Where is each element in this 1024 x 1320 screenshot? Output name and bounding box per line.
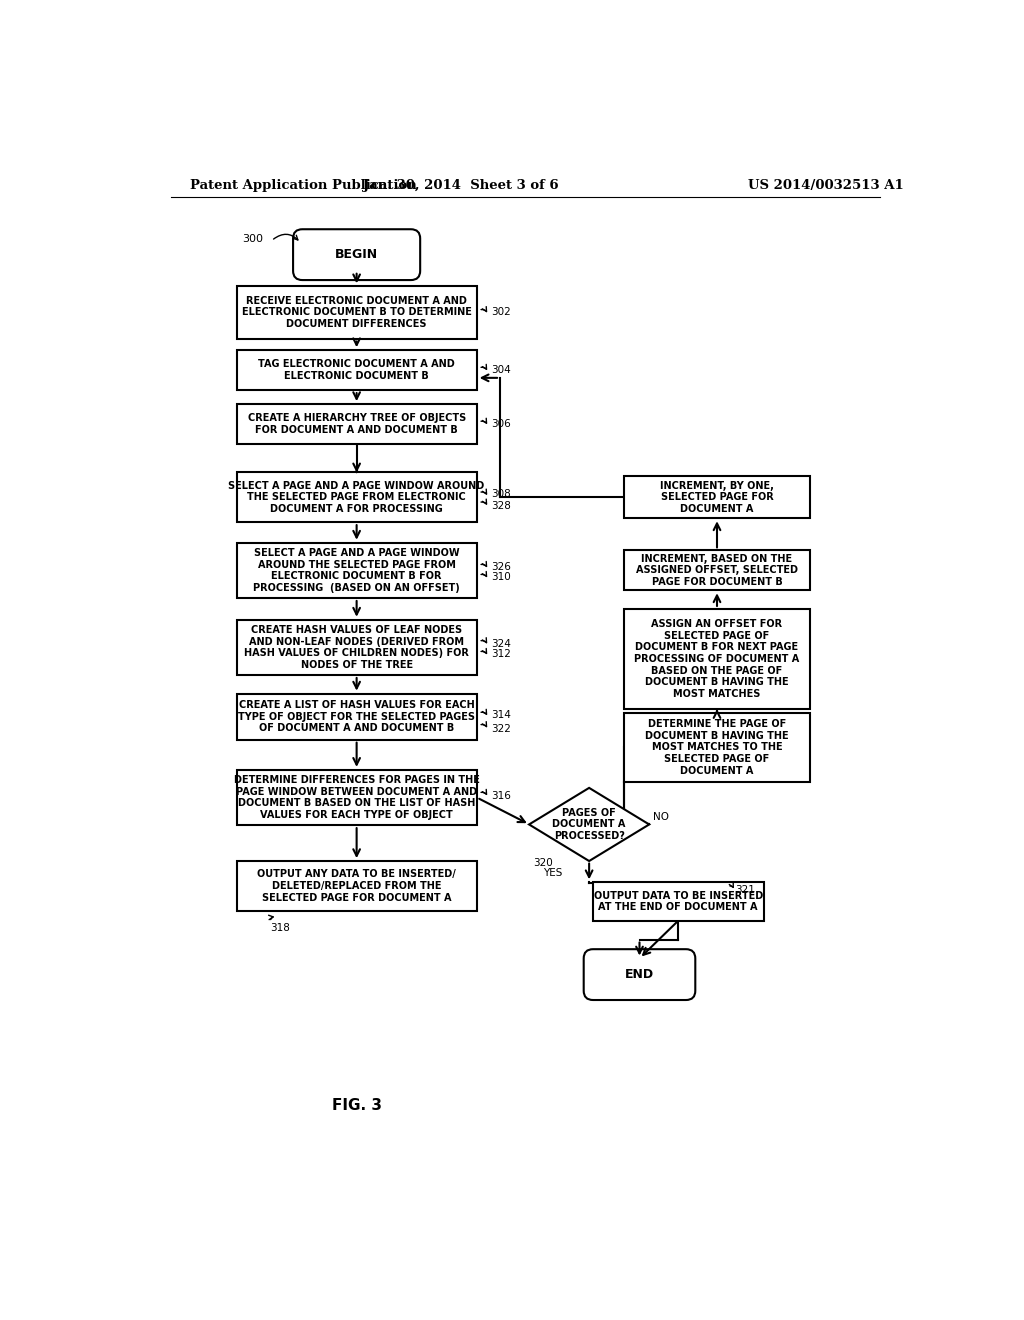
Text: 328: 328 (490, 500, 511, 511)
Text: NO: NO (652, 812, 669, 822)
Text: US 2014/0032513 A1: US 2014/0032513 A1 (748, 178, 903, 191)
Bar (237, 861, 477, 911)
Text: 304: 304 (490, 366, 510, 375)
Text: CREATE HASH VALUES OF LEAF NODES
AND NON-LEAF NODES (DERIVED FROM
HASH VALUES OF: CREATE HASH VALUES OF LEAF NODES AND NON… (244, 624, 469, 669)
Text: OUTPUT DATA TO BE INSERTED
AT THE END OF DOCUMENT A: OUTPUT DATA TO BE INSERTED AT THE END OF… (594, 891, 763, 912)
Text: Patent Application Publication: Patent Application Publication (190, 178, 417, 191)
Text: 310: 310 (490, 573, 510, 582)
Bar (237, 770, 477, 825)
Text: BEGIN: BEGIN (335, 248, 378, 261)
Text: YES: YES (543, 869, 562, 878)
Text: 320: 320 (532, 858, 553, 869)
Text: 321: 321 (735, 884, 756, 895)
Text: PAGES OF
DOCUMENT A
PROCESSED?: PAGES OF DOCUMENT A PROCESSED? (552, 808, 626, 841)
Bar (624, 609, 810, 709)
Text: DETERMINE DIFFERENCES FOR PAGES IN THE
PAGE WINDOW BETWEEN DOCUMENT A AND
DOCUME: DETERMINE DIFFERENCES FOR PAGES IN THE P… (233, 775, 479, 820)
Text: 314: 314 (490, 710, 511, 721)
Bar (624, 477, 810, 519)
Bar (237, 619, 477, 675)
Bar (237, 286, 477, 339)
Text: 326: 326 (490, 562, 511, 573)
Text: DETERMINE THE PAGE OF
DOCUMENT B HAVING THE
MOST MATCHES TO THE
SELECTED PAGE OF: DETERMINE THE PAGE OF DOCUMENT B HAVING … (645, 719, 788, 776)
Text: INCREMENT, BASED ON THE
ASSIGNED OFFSET, SELECTED
PAGE FOR DOCUMENT B: INCREMENT, BASED ON THE ASSIGNED OFFSET,… (636, 554, 798, 587)
Text: 312: 312 (490, 649, 511, 659)
Bar (237, 543, 477, 598)
Text: 306: 306 (490, 418, 510, 429)
Text: OUTPUT ANY DATA TO BE INSERTED/
DELETED/REPLACED FROM THE
SELECTED PAGE FOR DOCU: OUTPUT ANY DATA TO BE INSERTED/ DELETED/… (257, 870, 456, 903)
Bar (593, 882, 764, 921)
Text: CREATE A LIST OF HASH VALUES FOR EACH
TYPE OF OBJECT FOR THE SELECTED PAGES
OF D: CREATE A LIST OF HASH VALUES FOR EACH TY… (239, 700, 475, 733)
FancyBboxPatch shape (293, 230, 420, 280)
Text: SELECT A PAGE AND A PAGE WINDOW
AROUND THE SELECTED PAGE FROM
ELECTRONIC DOCUMEN: SELECT A PAGE AND A PAGE WINDOW AROUND T… (253, 548, 460, 593)
Text: 316: 316 (490, 791, 511, 801)
FancyBboxPatch shape (584, 949, 695, 1001)
Bar (237, 350, 477, 391)
Text: 318: 318 (270, 924, 290, 933)
Text: 322: 322 (490, 723, 511, 734)
Bar (237, 473, 477, 523)
Text: Jan. 30, 2014  Sheet 3 of 6: Jan. 30, 2014 Sheet 3 of 6 (364, 178, 559, 191)
Text: RECEIVE ELECTRONIC DOCUMENT A AND
ELECTRONIC DOCUMENT B TO DETERMINE
DOCUMENT DI: RECEIVE ELECTRONIC DOCUMENT A AND ELECTR… (242, 296, 472, 329)
Text: CREATE A HIERARCHY TREE OF OBJECTS
FOR DOCUMENT A AND DOCUMENT B: CREATE A HIERARCHY TREE OF OBJECTS FOR D… (248, 413, 466, 434)
Bar (237, 693, 477, 739)
Text: 300: 300 (243, 234, 263, 244)
Text: 324: 324 (490, 639, 511, 649)
Text: TAG ELECTRONIC DOCUMENT A AND
ELECTRONIC DOCUMENT B: TAG ELECTRONIC DOCUMENT A AND ELECTRONIC… (258, 359, 455, 381)
Polygon shape (529, 788, 649, 861)
Text: SELECT A PAGE AND A PAGE WINDOW AROUND
THE SELECTED PAGE FROM ELECTRONIC
DOCUMEN: SELECT A PAGE AND A PAGE WINDOW AROUND T… (228, 480, 484, 513)
Text: INCREMENT, BY ONE,
SELECTED PAGE FOR
DOCUMENT A: INCREMENT, BY ONE, SELECTED PAGE FOR DOC… (660, 480, 774, 513)
Text: ASSIGN AN OFFSET FOR
SELECTED PAGE OF
DOCUMENT B FOR NEXT PAGE
PROCESSING OF DOC: ASSIGN AN OFFSET FOR SELECTED PAGE OF DO… (635, 619, 800, 698)
Bar (624, 550, 810, 590)
Bar (237, 404, 477, 444)
Text: FIG. 3: FIG. 3 (332, 1098, 382, 1113)
Text: 308: 308 (490, 490, 510, 499)
Text: END: END (625, 968, 654, 981)
Text: 302: 302 (490, 308, 510, 317)
Bar (624, 713, 810, 781)
